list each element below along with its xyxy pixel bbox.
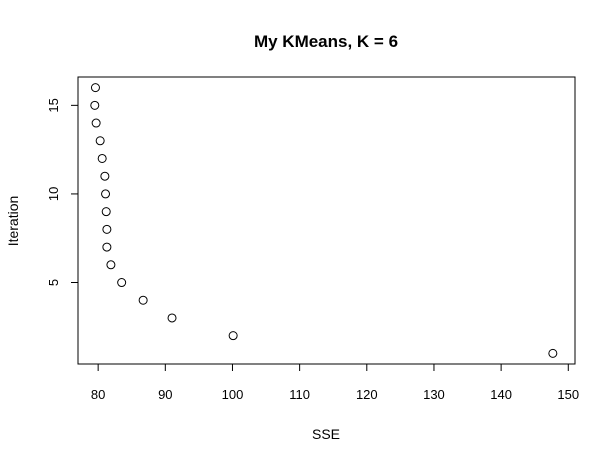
x-tick-label: 150: [557, 387, 579, 402]
data-point: [102, 224, 112, 234]
x-axis-label: SSE: [312, 426, 340, 442]
y-tick-label: 10: [46, 187, 61, 201]
data-point: [90, 100, 100, 110]
x-axis: 80 90 100 110 120 130 140 150: [91, 363, 579, 402]
data-point: [101, 207, 111, 217]
x-tick-label: 130: [423, 387, 445, 402]
x-tick-label: 100: [222, 387, 244, 402]
x-tick-label: 90: [158, 387, 172, 402]
data-point: [97, 153, 107, 163]
data-point: [91, 118, 101, 128]
data-point: [90, 83, 100, 93]
data-point: [167, 313, 177, 323]
y-axis: 5 10 15: [46, 98, 79, 286]
data-point: [117, 278, 127, 288]
plot-frame: [77, 76, 576, 365]
data-point: [138, 295, 148, 305]
data-point: [102, 242, 112, 252]
y-tick-label: 5: [46, 279, 61, 286]
data-point: [100, 171, 110, 181]
x-tick-label: 140: [490, 387, 512, 402]
data-point: [95, 136, 105, 146]
data-points: [90, 83, 558, 358]
data-point: [106, 260, 116, 270]
data-point: [101, 189, 111, 199]
x-tick-label: 80: [91, 387, 105, 402]
y-tick-label: 15: [46, 98, 61, 112]
chart-title: My KMeans, K = 6: [254, 32, 398, 51]
y-axis-label: Iteration: [5, 196, 21, 247]
x-tick-label: 110: [289, 387, 310, 402]
data-point: [548, 348, 558, 358]
data-point: [228, 331, 238, 341]
x-tick-label: 120: [356, 387, 378, 402]
